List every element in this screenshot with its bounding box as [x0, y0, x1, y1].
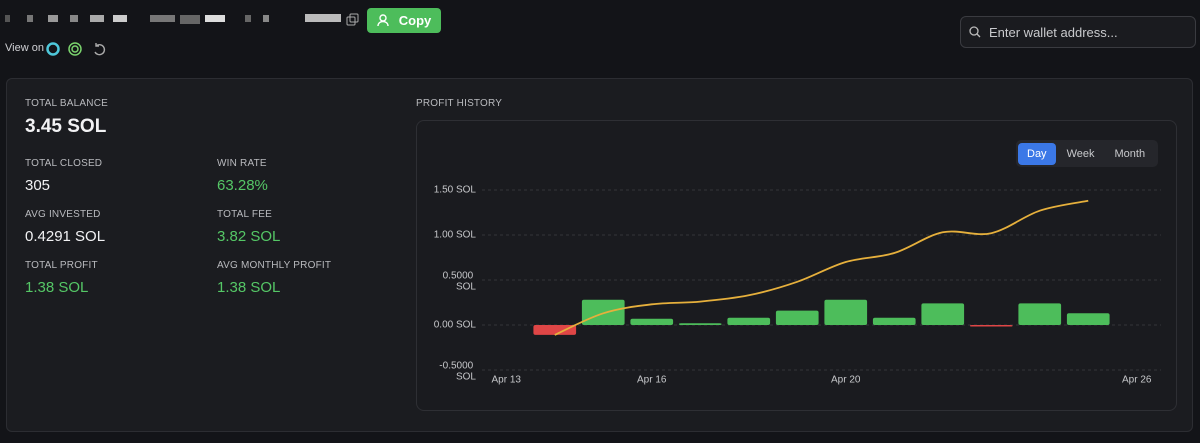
stat-value: 305: [25, 177, 51, 194]
period-button[interactable]: Week: [1066, 147, 1095, 160]
y-tick-label: -0.5000 SOL: [439, 360, 476, 382]
stat-label: TOTAL PROFIT: [25, 260, 98, 271]
bar: [872, 317, 916, 325]
stat-label: AVG MONTHLY PROFIT: [217, 260, 332, 271]
blurred-wallet: [5, 12, 345, 26]
period-toggle: Day Week Month: [1016, 140, 1158, 167]
copy-label: Copy: [398, 13, 432, 28]
profit-line: [554, 199, 1089, 336]
view-on-label: View on: [5, 42, 44, 54]
search-icon: [969, 26, 981, 38]
stat-value: 63.28%: [217, 177, 268, 194]
stat-value: 1.38 SOL: [25, 279, 89, 296]
bar: [775, 310, 819, 325]
stat-label: AVG INVESTED: [25, 209, 101, 220]
bar: [630, 318, 674, 325]
stat-label: WIN RATE: [217, 158, 267, 169]
stat-label: TOTAL BALANCE: [25, 98, 108, 109]
period-button[interactable]: Month: [1114, 147, 1146, 160]
copy-icon[interactable]: [346, 13, 360, 27]
chart-title: PROFIT HISTORY: [416, 98, 503, 109]
x-tick-label: Apr 13: [492, 375, 522, 386]
stat-value: 0.4291 SOL: [25, 228, 106, 245]
bar: [1066, 313, 1110, 325]
y-tick-label: 1.00 SOL: [434, 230, 477, 241]
chart: 1.50 SOL 1.00 SOL 0.5000 SOL 0.00 SOL -0.500…: [434, 185, 1161, 386]
bar: [678, 323, 722, 325]
y-tick-label: 0.5000 SOL: [443, 270, 477, 292]
chart-card: [416, 120, 1177, 411]
stat-value: 3.82 SOL: [217, 228, 281, 245]
bar: [727, 317, 771, 325]
search-input[interactable]: Enter wallet address...: [960, 16, 1196, 48]
bar: [1018, 303, 1062, 325]
user-icon: [377, 14, 389, 27]
explorer-icons[interactable]: [46, 40, 112, 58]
bar: [921, 303, 965, 325]
view-on: View on: [5, 42, 44, 54]
y-tick-label: 0.00 SOL: [434, 320, 477, 331]
period-button[interactable]: Day: [1018, 142, 1056, 165]
search-placeholder: Enter wallet address...: [989, 24, 1118, 40]
copy-button[interactable]: Copy: [367, 8, 441, 33]
stat-label: TOTAL CLOSED: [25, 158, 103, 169]
stat-value: 1.38 SOL: [217, 279, 281, 296]
stat-value: 3.45 SOL: [25, 116, 107, 137]
bar: [824, 299, 868, 325]
bar: [969, 325, 1013, 327]
x-tick-label: Apr 20: [831, 375, 861, 386]
x-tick-label: Apr 26: [1122, 375, 1152, 386]
y-tick-label: 1.50 SOL: [434, 185, 477, 196]
x-tick-label: Apr 16: [637, 375, 667, 386]
stat-label: TOTAL FEE: [217, 209, 272, 220]
bar: [533, 325, 577, 335]
blur-blocks: [5, 14, 341, 24]
